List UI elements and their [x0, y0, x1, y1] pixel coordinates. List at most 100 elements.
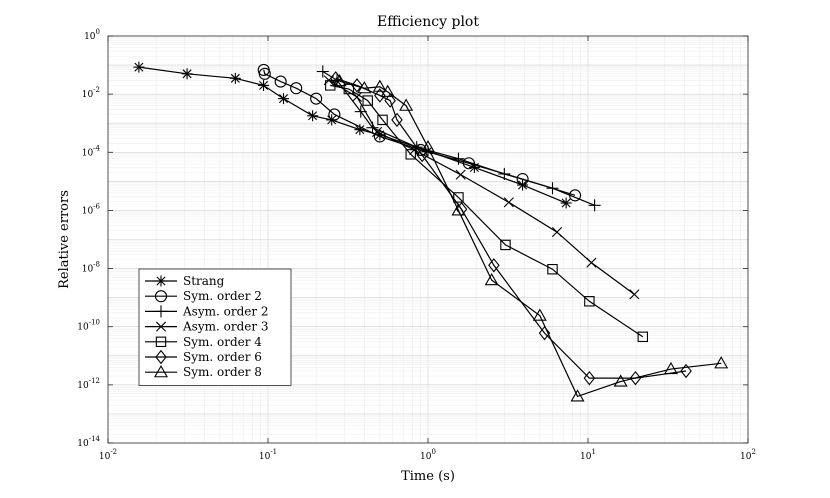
series-sym-order-6: [329, 71, 692, 386]
y-tick-exponent: -2: [93, 86, 100, 94]
legend-entry-asym-order-2: Asym. order 2: [145, 304, 269, 318]
data-point-sym-order-8: [380, 84, 395, 97]
legend-marker: [155, 275, 167, 287]
y-tick-base: 10: [77, 323, 89, 333]
legend-label: Sym. order 4: [183, 335, 262, 349]
tick-marks: 10-2 10-1 100 101 10210-1410-1210-1010-810-6…: [77, 28, 756, 462]
data-point-sym-order-6: [538, 325, 551, 341]
data-point-sym-order-6: [583, 370, 596, 386]
data-point-sym-order-6: [680, 363, 692, 379]
y-tick-base: 10: [77, 381, 89, 391]
data-point-sym-order-2: [290, 82, 303, 95]
x-tick-exponent: 2: [751, 448, 755, 456]
data-point-sym-order-6: [391, 112, 403, 128]
data-point-sym-order-4: [500, 239, 511, 251]
y-tick-base: 10: [82, 90, 94, 100]
data-point-asym-order-2: [452, 152, 465, 165]
data-point-sym-order-8: [484, 272, 499, 286]
y-tick-base: 10: [84, 32, 96, 42]
data-point-sym-order-8: [372, 79, 387, 92]
data-point-sym-order-6: [384, 93, 396, 108]
legend-marker: [154, 290, 168, 303]
x-tick-label: 101: [580, 448, 596, 462]
legend-entry-sym-order-4: Sym. order 4: [145, 335, 262, 349]
data-point-asym-order-2: [316, 65, 329, 78]
series-line-sym-order-8: [339, 80, 722, 398]
series-sym-order-8: [332, 73, 729, 402]
legend-marker: [155, 349, 167, 365]
data-point-sym-order-8: [357, 81, 372, 94]
x-tick-base: 10: [259, 452, 271, 462]
legend-label: Sym. order 6: [183, 350, 262, 364]
data-point-sym-order-6: [629, 370, 642, 386]
data-point-sym-order-4: [377, 114, 388, 126]
data-point-strang: [181, 68, 193, 80]
y-tick-label: 10-8: [82, 261, 100, 275]
y-tick-label: 10-2: [82, 86, 100, 100]
y-tick-exponent: -6: [93, 202, 100, 210]
y-tick-label: 10-14: [77, 435, 100, 449]
legend-entry-sym-order-6: Sym. order 6: [145, 349, 262, 365]
data-point-sym-order-2: [516, 173, 529, 186]
chart-title: Efficiency plot: [377, 14, 479, 30]
data-point-sym-order-8: [613, 374, 628, 387]
data-point-sym-order-4: [637, 331, 649, 343]
data-point-sym-order-8: [451, 203, 466, 216]
grid-lines: [108, 36, 748, 443]
data-point-sym-order-8: [399, 98, 414, 111]
data-point-sym-order-2: [328, 108, 341, 121]
series-layer: [133, 61, 729, 402]
data-point-asym-order-3: [503, 197, 514, 208]
y-tick-base: 10: [82, 265, 94, 275]
data-point-asym-order-3: [455, 169, 466, 180]
data-point-asym-order-2: [588, 199, 601, 212]
x-tick-base: 10: [99, 452, 111, 462]
x-axis-label: Time (s): [401, 469, 455, 484]
y-axis-label: Relative errors: [57, 190, 72, 289]
data-point-sym-order-2: [258, 67, 271, 80]
legend-marker: [155, 321, 167, 332]
data-point-sym-order-8: [570, 389, 585, 402]
y-tick-exponent: -10: [89, 319, 100, 327]
x-tick-exponent: -2: [110, 448, 117, 456]
legend-label: Strang: [183, 274, 225, 288]
data-point-asym-order-2: [546, 182, 559, 195]
y-tick-exponent: 0: [96, 28, 100, 36]
data-point-sym-order-6: [488, 258, 500, 273]
y-tick-exponent: -8: [93, 261, 100, 269]
legend-marker: [154, 365, 168, 378]
legend-marker: [155, 336, 167, 348]
y-tick-exponent: -14: [89, 435, 101, 443]
x-tick-exponent: -1: [270, 448, 277, 456]
data-point-sym-order-2: [310, 92, 323, 105]
x-tick-label: 10-1: [259, 448, 277, 462]
data-point-strang: [258, 79, 270, 91]
y-tick-base: 10: [77, 439, 89, 449]
x-tick-base: 10: [740, 452, 752, 462]
y-tick-label: 10-6: [82, 202, 101, 216]
legend-label: Asym. order 3: [182, 320, 269, 334]
data-point-asym-order-2: [498, 167, 511, 180]
legend-entry-strang: Strang: [145, 274, 225, 288]
data-point-sym-order-2: [462, 157, 475, 170]
y-tick-label: 10-4: [82, 144, 101, 158]
y-tick-exponent: -4: [93, 144, 100, 152]
legend-label: Asym. order 2: [182, 304, 269, 318]
data-point-strang: [278, 93, 290, 105]
legend-entry-asym-order-3: Asym. order 3: [145, 320, 269, 334]
y-tick-exponent: -12: [89, 377, 100, 385]
data-point-sym-order-4: [362, 95, 373, 106]
data-point-sym-order-8: [332, 73, 347, 87]
data-point-asym-order-3: [371, 126, 383, 138]
data-point-sym-order-6: [351, 78, 363, 93]
legend-label: Sym. order 2: [183, 289, 262, 303]
legend-marker: [154, 305, 168, 318]
legend-label: Sym. order 8: [183, 365, 262, 379]
data-point-sym-order-8: [421, 140, 435, 153]
data-point-sym-order-8: [532, 308, 547, 321]
y-tick-label: 10-12: [77, 377, 100, 391]
x-tick-exponent: 1: [591, 448, 595, 456]
y-tick-base: 10: [82, 206, 94, 216]
